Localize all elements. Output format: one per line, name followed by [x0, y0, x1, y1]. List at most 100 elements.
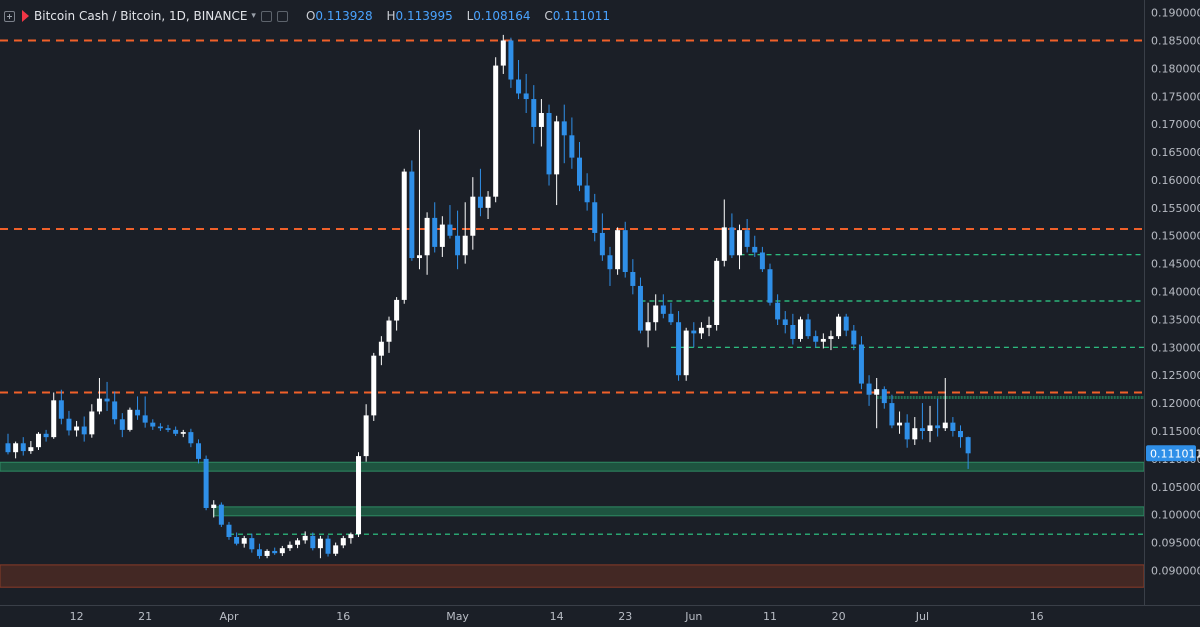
candle-92: [706, 316, 712, 337]
candle-body-90: [691, 330, 697, 334]
candle-body-88: [676, 322, 682, 376]
ohlc-open-value: 0.113928: [315, 9, 373, 23]
candle-body-79: [607, 255, 613, 270]
candle-body-98: [752, 246, 758, 253]
y-tick-label-12: 0.130000: [1151, 341, 1200, 354]
candle-body-123: [942, 422, 948, 429]
time-axis[interactable]: 12 21 Apr 16 May 14 23 Jun 11 20 Jul 16: [70, 610, 1044, 623]
candle-body-109: [836, 316, 842, 337]
chevron-down-icon[interactable]: ▾: [251, 11, 256, 21]
candle-body-104: [797, 319, 803, 339]
candle-body-5: [43, 433, 49, 438]
candle-66: [508, 37, 514, 88]
candle-body-64: [493, 65, 499, 197]
candle-body-87: [668, 313, 674, 323]
candle-body-26: [203, 458, 209, 508]
candle-109: [836, 313, 842, 339]
ohlc-open-key: O: [305, 9, 316, 23]
candle-body-50: [386, 320, 392, 342]
x-tick-label-7: Jun: [684, 610, 702, 623]
candle-40: [310, 532, 316, 551]
candle-77: [592, 193, 598, 242]
candle-13: [104, 381, 110, 411]
candle-body-121: [927, 425, 933, 431]
candle-3: [28, 441, 34, 454]
zone-green-0[interactable]: [0, 461, 1145, 472]
y-tick-label-0: 0.190000: [1151, 7, 1200, 20]
candle-25: [196, 439, 201, 464]
ohlc-readout: O0.113928 H0.113995 L0.108164 C0.111011: [296, 9, 610, 23]
candle-53: [409, 160, 415, 261]
candle-body-52: [401, 171, 407, 300]
last-price-badge: [1146, 445, 1196, 462]
candle-body-11: [89, 411, 95, 435]
candle-body-107: [820, 338, 826, 342]
candle-57: [439, 216, 445, 257]
candle-body-78: [599, 232, 605, 256]
candle-body-126: [965, 437, 971, 454]
candle-body-28: [218, 504, 224, 525]
candle-body-83: [637, 285, 643, 331]
price-axis[interactable]: 0.190000 0.185000 0.180000 0.175000 0.170000…: [1151, 7, 1200, 578]
candle-body-35: [272, 550, 278, 554]
expand-icon[interactable]: [4, 10, 15, 22]
candle-17: [135, 396, 141, 420]
hide-icon[interactable]: [260, 10, 272, 22]
candle-body-116: [889, 403, 895, 426]
candle-body-119: [912, 428, 918, 440]
candle-2: [20, 437, 26, 456]
candle-body-38: [295, 540, 301, 545]
candle-body-96: [737, 230, 743, 256]
candle-body-66: [508, 40, 514, 80]
candle-125: [958, 425, 963, 448]
ohlc-low-key: L: [466, 9, 474, 23]
candle-69: [531, 85, 537, 144]
candle-27: [211, 500, 217, 518]
candle-body-117: [897, 422, 903, 426]
candle-body-44: [340, 538, 346, 546]
candle-body-4: [35, 433, 41, 448]
y-tick-label-9: 0.145000: [1151, 258, 1200, 271]
bitcoin-cash-logo-icon: [22, 10, 29, 22]
y-tick-label-2: 0.180000: [1151, 62, 1200, 75]
settings-icon[interactable]: [276, 10, 288, 22]
candle-body-99: [759, 252, 765, 270]
candle-95: [729, 213, 735, 259]
candle-body-62: [477, 196, 483, 208]
candle-70: [538, 99, 544, 147]
candle-112: [858, 336, 864, 390]
candle-body-82: [630, 272, 636, 286]
candle-73: [561, 104, 567, 164]
candle-106: [813, 330, 819, 348]
candle-body-67: [516, 79, 522, 94]
candle-body-93: [714, 260, 720, 325]
candle-body-75: [577, 157, 582, 186]
ohlc-high-key: H: [386, 9, 396, 23]
candle-body-69: [531, 99, 537, 127]
candle-body-55: [424, 217, 430, 256]
y-tick-label-1: 0.185000: [1151, 34, 1200, 47]
candle-116: [889, 394, 895, 429]
candle-31: [241, 535, 247, 548]
zone-green-1[interactable]: [213, 506, 1145, 517]
candle-body-17: [135, 409, 141, 416]
candle-39: [302, 531, 308, 544]
ohlc-close-key: C: [544, 9, 553, 23]
symbol-title[interactable]: Bitcoin Cash / Bitcoin, 1D, BINANCE: [34, 9, 248, 23]
candle-body-72: [554, 121, 560, 175]
candle-115: [881, 386, 887, 409]
y-tick-label-19: 0.095000: [1151, 537, 1200, 550]
candle-20: [157, 423, 163, 431]
candle-4: [35, 432, 41, 450]
candle-body-20: [157, 426, 163, 429]
zone-brown-2[interactable]: [0, 564, 1145, 588]
candle-29: [226, 521, 232, 540]
candle-122: [935, 398, 941, 437]
candle-body-89: [683, 330, 689, 376]
x-tick-label-2: Apr: [219, 610, 239, 623]
candle-107: [820, 333, 826, 349]
candle-11: [89, 404, 95, 438]
candle-body-31: [241, 538, 247, 544]
candle-body-49: [378, 341, 384, 356]
